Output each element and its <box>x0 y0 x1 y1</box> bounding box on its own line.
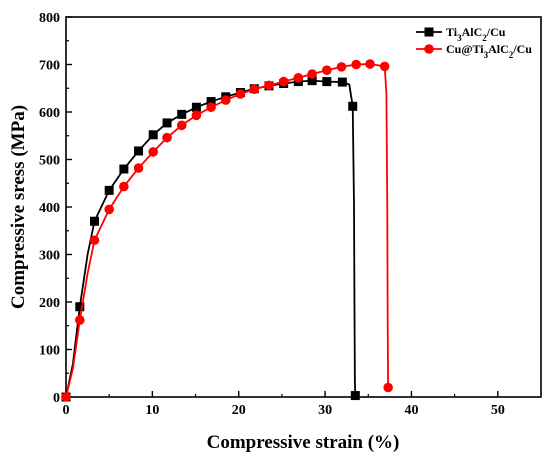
plot-frame <box>65 16 542 398</box>
data-point-circle <box>322 65 332 75</box>
data-point-circle <box>336 62 347 72</box>
y-tick-label: 600 <box>39 106 60 121</box>
data-point-circle <box>264 80 274 91</box>
data-point-square <box>119 164 129 174</box>
data-point-square <box>191 102 201 112</box>
series-line <box>65 63 390 398</box>
data-point-circle <box>206 102 216 113</box>
x-tick-label: 30 <box>318 403 332 418</box>
data-point-circle <box>235 89 246 99</box>
data-point-circle <box>133 163 144 173</box>
data-point-square <box>104 185 114 195</box>
data-point-circle <box>191 110 202 121</box>
data-point-circle <box>365 59 375 69</box>
data-point-circle <box>148 147 159 157</box>
y-tick-label: 0 <box>53 391 60 406</box>
data-point-circle <box>278 76 289 87</box>
data-point-circle <box>176 120 187 131</box>
data-point-circle <box>293 73 304 83</box>
data-point-square <box>177 109 187 119</box>
data-point-circle <box>89 235 100 246</box>
data-point-square <box>134 146 144 156</box>
data-point-circle <box>379 61 390 72</box>
y-tick-label: 100 <box>39 344 60 359</box>
data-point-circle <box>220 95 231 105</box>
x-tick-label: 0 <box>63 403 70 418</box>
x-tick-label: 20 <box>232 403 246 418</box>
x-tick-label: 10 <box>145 403 159 418</box>
data-point-circle <box>383 382 393 393</box>
y-tick-label: 200 <box>39 296 60 311</box>
y-tick-label: 500 <box>39 154 60 169</box>
data-point-circle <box>61 392 71 402</box>
data-point-circle <box>307 69 317 79</box>
legend-label: Ti3AlC2/Cu <box>446 25 506 43</box>
data-point-square <box>322 77 332 87</box>
y-tick-label: 700 <box>39 59 60 74</box>
data-point-circle <box>249 84 260 94</box>
data-point-circle <box>351 59 361 70</box>
data-point-square <box>307 76 317 86</box>
data-point-circle <box>162 132 172 143</box>
data-point-square <box>162 118 172 128</box>
data-point-square <box>337 77 347 87</box>
data-point-square <box>148 130 158 140</box>
data-point-circle <box>119 181 129 192</box>
legend-label: Cu@Ti3AlC2/Cu <box>446 42 532 60</box>
data-point-circle <box>104 204 114 215</box>
data-point-circle <box>75 315 85 325</box>
legend-marker <box>424 27 434 37</box>
series-2 <box>61 59 393 402</box>
y-tick-label: 300 <box>39 249 60 264</box>
data-point-square <box>348 101 358 111</box>
data-point-square <box>75 302 85 312</box>
y-tick-label: 800 <box>39 11 60 26</box>
x-tick-label: 40 <box>404 403 418 418</box>
y-tick-label: 400 <box>39 201 60 216</box>
x-axis-title: Compressive strain (%) <box>207 432 400 453</box>
x-tick-label: 50 <box>491 403 505 418</box>
legend-marker <box>424 44 434 54</box>
y-axis-title: Compressive sress (MPa) <box>8 105 29 309</box>
series-line <box>65 79 357 398</box>
data-point-square <box>206 97 216 107</box>
data-point-square <box>90 216 99 226</box>
data-point-square <box>350 391 360 401</box>
series-1 <box>61 76 360 402</box>
